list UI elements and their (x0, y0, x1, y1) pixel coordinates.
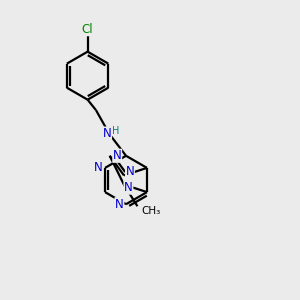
Text: N: N (94, 161, 103, 174)
Text: Cl: Cl (82, 23, 93, 36)
Text: N: N (124, 181, 133, 194)
Text: N: N (103, 127, 112, 140)
Text: N: N (126, 165, 134, 178)
Text: H: H (112, 126, 120, 136)
Text: N: N (113, 149, 122, 162)
Text: CH₃: CH₃ (141, 206, 160, 216)
Text: N: N (115, 198, 124, 211)
